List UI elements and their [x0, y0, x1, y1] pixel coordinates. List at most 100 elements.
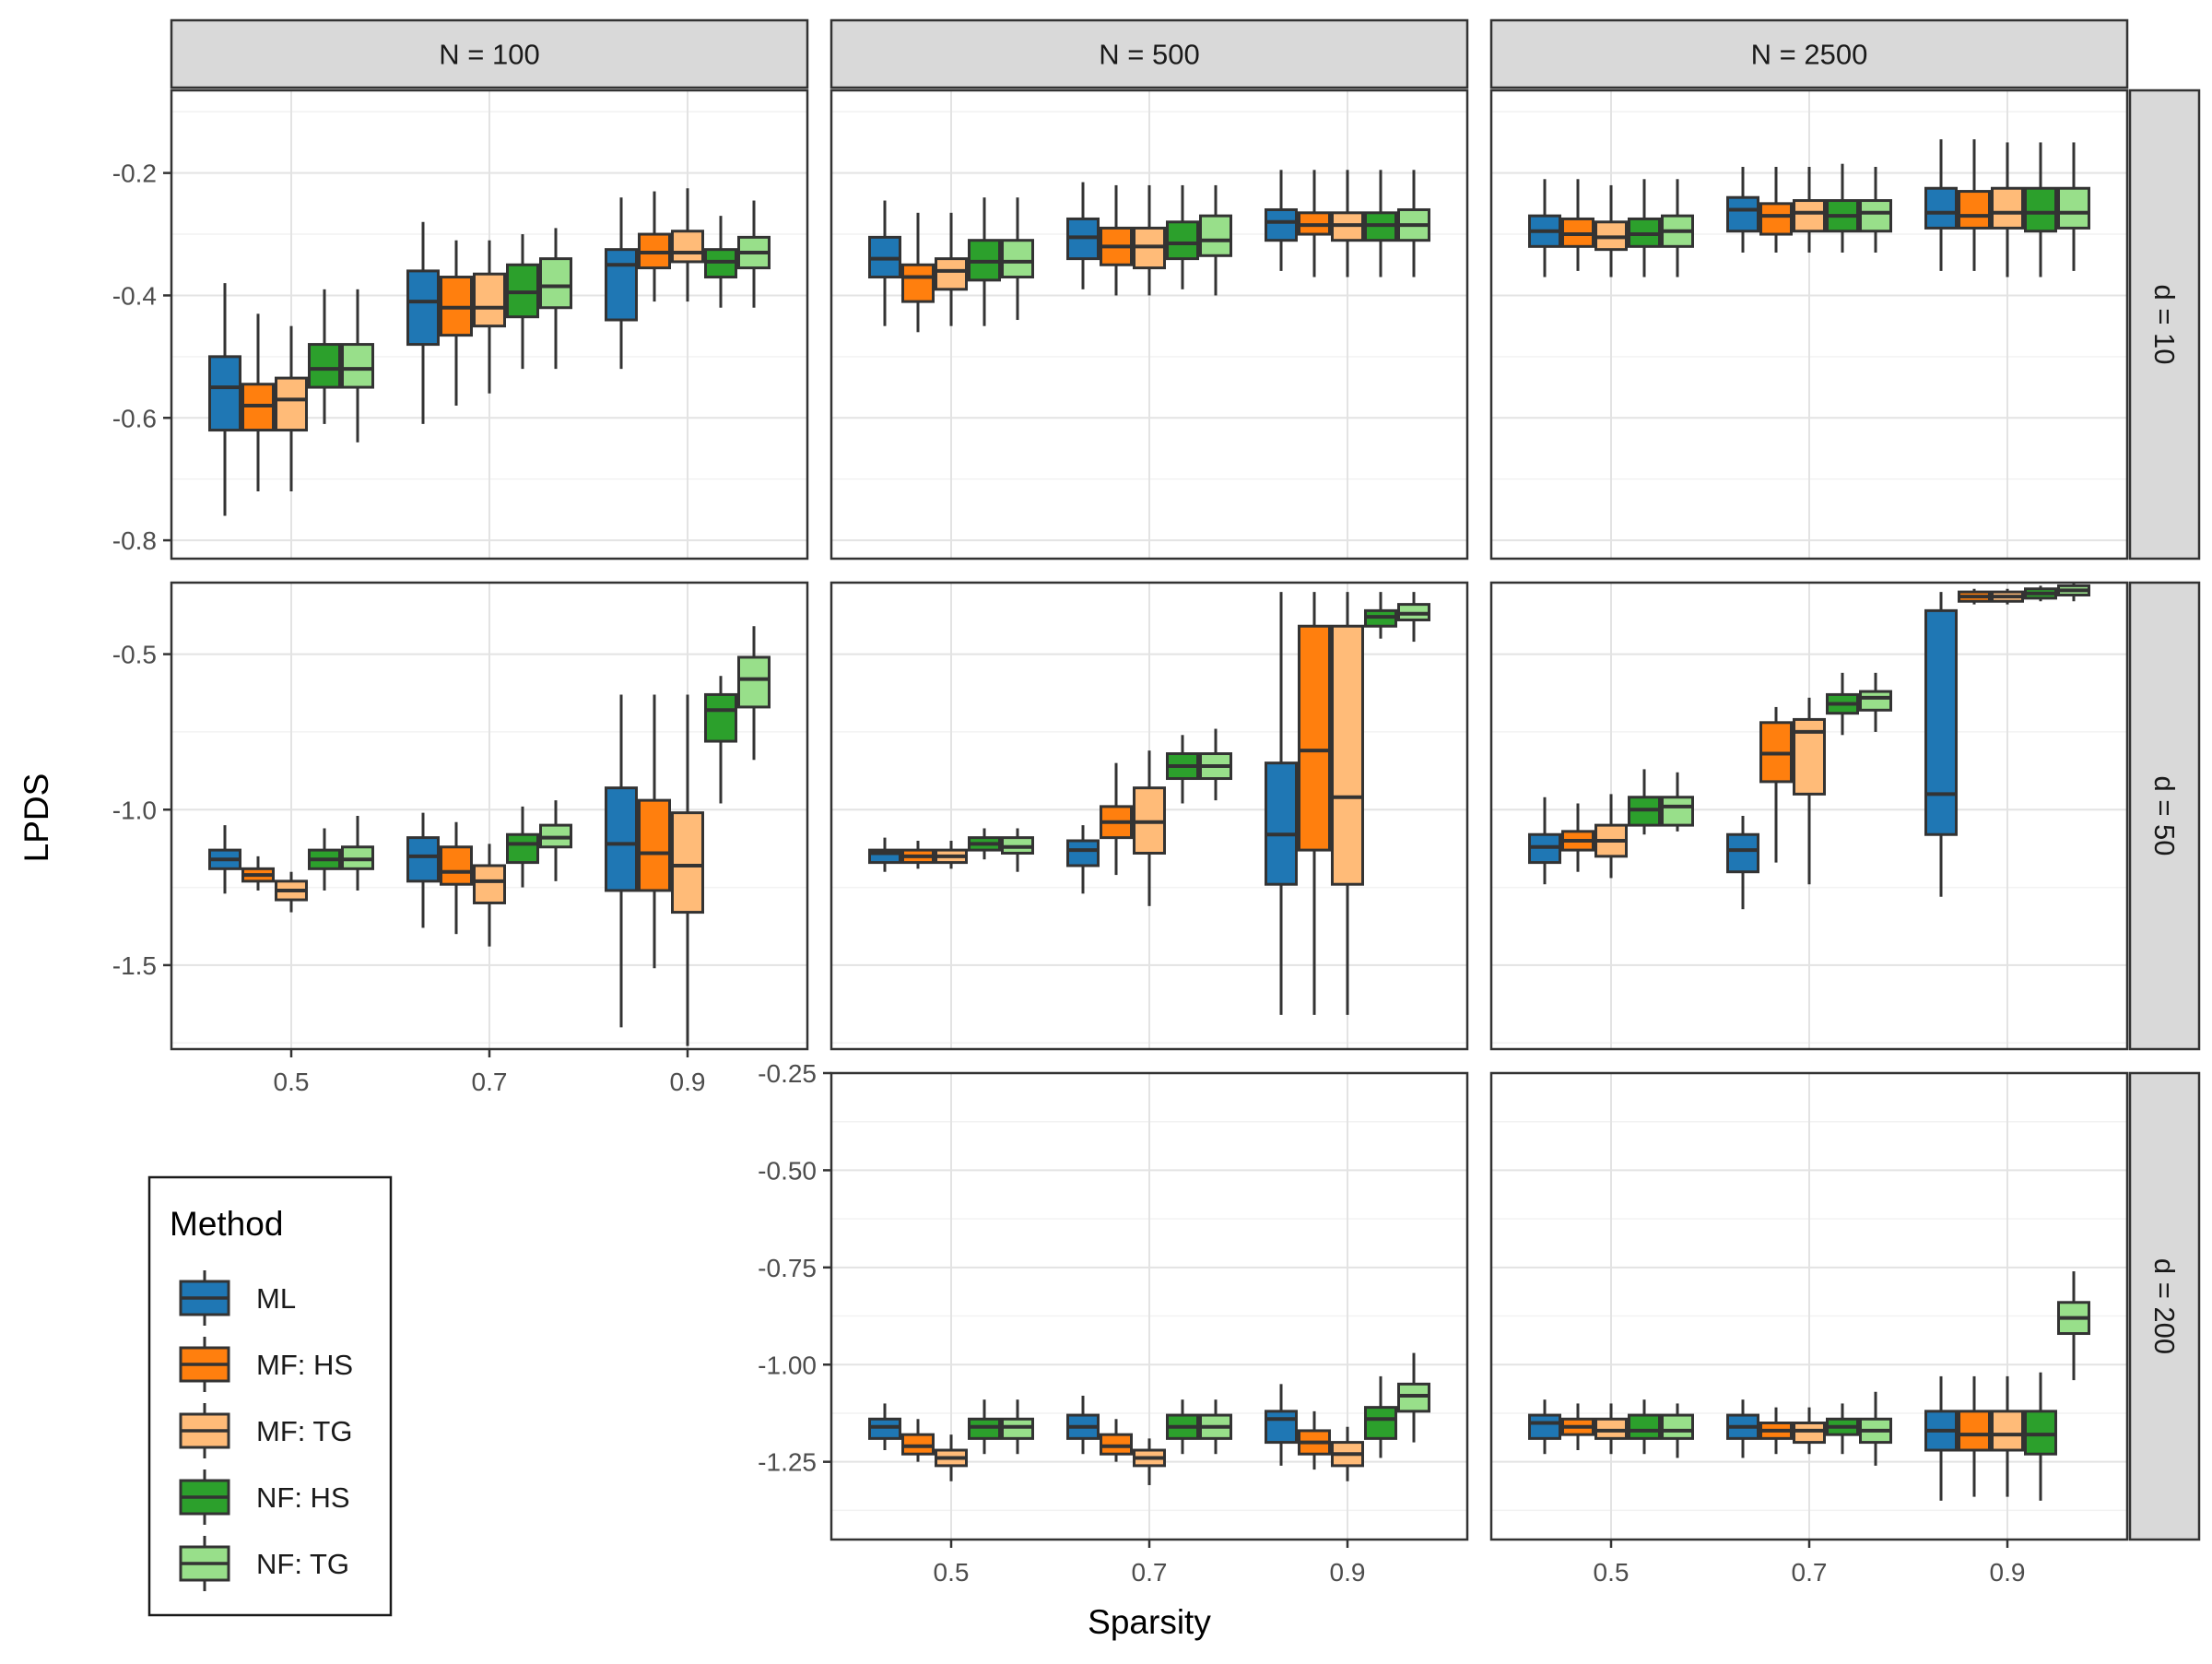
x-tick-label: 0.9 — [1990, 1558, 2026, 1587]
facet-column-label: N = 100 — [439, 39, 539, 71]
boxplot-ml — [1924, 139, 1958, 271]
boxplot-ml — [1528, 797, 1561, 885]
boxplot-ml — [1265, 1384, 1298, 1466]
box-iqr — [473, 272, 506, 328]
boxplot-nf-hs — [1166, 735, 1199, 804]
boxplot-ml — [605, 694, 638, 1028]
legend-item: NF: HS — [179, 1469, 350, 1525]
boxplot-nf-tg — [539, 228, 572, 370]
boxplot-nf-hs — [1826, 1403, 1859, 1455]
boxplot-ml — [1528, 179, 1561, 277]
box-iqr — [1924, 186, 1958, 230]
boxplot-nf-hs — [1628, 1399, 1661, 1455]
y-axis-title: LPDS — [18, 773, 55, 863]
x-axis-title: Sparsity — [1088, 1603, 1211, 1641]
boxplot-mf-tg — [1991, 1375, 2024, 1497]
x-tick-label: 0.7 — [1132, 1558, 1168, 1587]
y-tick-label: -1.00 — [758, 1351, 817, 1379]
boxplot-nf-tg — [1859, 1391, 1892, 1466]
boxplot-mf-tg — [935, 840, 968, 869]
boxplot-nf-tg — [341, 289, 374, 443]
y-tick-label: -1.0 — [112, 796, 157, 824]
box-iqr — [1859, 199, 1892, 233]
boxplot-nf-hs — [2024, 142, 2057, 277]
panel-border — [1489, 581, 2129, 1051]
box-iqr — [406, 269, 440, 347]
boxplot-mf-hs — [1100, 1419, 1133, 1462]
facet-strip-right-bg — [2128, 581, 2201, 1051]
boxplot-nf-tg — [1397, 592, 1430, 643]
boxplot-nf-hs — [308, 828, 341, 891]
facet-panel — [170, 581, 809, 1051]
box-iqr — [341, 343, 374, 389]
y-tick-label: -1.5 — [112, 951, 157, 980]
facet-strip-top: N = 2500 — [1489, 18, 2129, 89]
boxplot-nf-tg — [341, 816, 374, 891]
facet-strip-top: N = 100 — [170, 18, 809, 89]
boxplot-mf-tg — [1331, 592, 1364, 1015]
boxplot-nf-tg — [1397, 1352, 1430, 1443]
boxplot-nf-tg — [1661, 1403, 1694, 1458]
boxplot-nf-hs — [308, 289, 341, 424]
facet-strip-top-bg — [830, 18, 1469, 89]
boxplot-mf-tg — [671, 694, 704, 1046]
facet-row-label: d = 10 — [2148, 284, 2181, 364]
box-iqr — [406, 836, 440, 883]
boxplot-mf-hs — [1298, 1410, 1331, 1470]
box-iqr — [638, 798, 671, 892]
boxplot-nf-tg — [1001, 828, 1034, 872]
box-iqr — [1594, 1417, 1628, 1440]
y-tick-label: -0.75 — [758, 1254, 817, 1282]
boxplot-mf-hs — [1298, 592, 1331, 1015]
boxplot-nf-hs — [1628, 179, 1661, 277]
boxplot-mf-tg — [473, 240, 506, 394]
facet-row-label: d = 50 — [2148, 775, 2181, 856]
box-iqr — [2057, 186, 2090, 230]
box-iqr — [1726, 195, 1759, 233]
facet-column-label: N = 2500 — [1751, 39, 1868, 71]
box-iqr — [1859, 690, 1892, 712]
boxplot-mf-hs — [638, 191, 671, 302]
boxplot-mf-tg — [1331, 170, 1364, 277]
facet-panel — [170, 89, 809, 561]
boxplot-mf-tg — [275, 871, 308, 913]
boxplot-mf-tg — [473, 844, 506, 947]
boxplot-mf-tg — [1133, 184, 1166, 296]
legend-title: Method — [170, 1205, 283, 1243]
facet-strip-top: N = 500 — [830, 18, 1469, 89]
y-tick-label: -0.8 — [112, 526, 157, 555]
box-iqr — [1066, 839, 1100, 867]
y-tick-label: -0.6 — [112, 404, 157, 432]
boxplot-mf-hs — [1100, 762, 1133, 876]
boxplot-nf-tg — [1001, 1399, 1034, 1455]
facet-panel — [830, 89, 1469, 561]
boxplot-mf-tg — [1991, 588, 2024, 605]
boxplot-mf-hs — [440, 240, 473, 406]
legend-label: NF: TG — [256, 1548, 349, 1580]
legend-item: MF: HS — [179, 1337, 353, 1392]
boxplot-ml — [868, 200, 901, 326]
boxplot-nf-hs — [506, 806, 539, 888]
boxplot-nf-tg — [1661, 179, 1694, 277]
boxplot-mf-hs — [1958, 1375, 1991, 1497]
box-iqr — [901, 1433, 935, 1456]
boxplot-nf-tg — [1859, 672, 1892, 732]
legend-label: ML — [256, 1282, 296, 1315]
boxplot-nf-tg — [1661, 772, 1694, 832]
facet-strip-right: d = 10 — [2128, 89, 2201, 561]
boxplot-mf-tg — [1594, 794, 1628, 879]
box-iqr — [704, 692, 737, 743]
boxplot-ml — [1265, 170, 1298, 271]
boxplot-nf-tg — [737, 626, 771, 761]
facet-strip-right-bg — [2128, 89, 2201, 561]
box-iqr — [1759, 202, 1793, 236]
y-tick-label: -0.25 — [758, 1059, 817, 1088]
boxplot-nf-hs — [968, 828, 1001, 860]
box-iqr — [1991, 1410, 2024, 1452]
boxplot-nf-tg — [1001, 197, 1034, 321]
boxplot-mf-hs — [1298, 170, 1331, 277]
panel-border — [830, 581, 1469, 1051]
boxplot-mf-tg — [1133, 1438, 1166, 1485]
boxplot-ml — [1066, 825, 1100, 894]
